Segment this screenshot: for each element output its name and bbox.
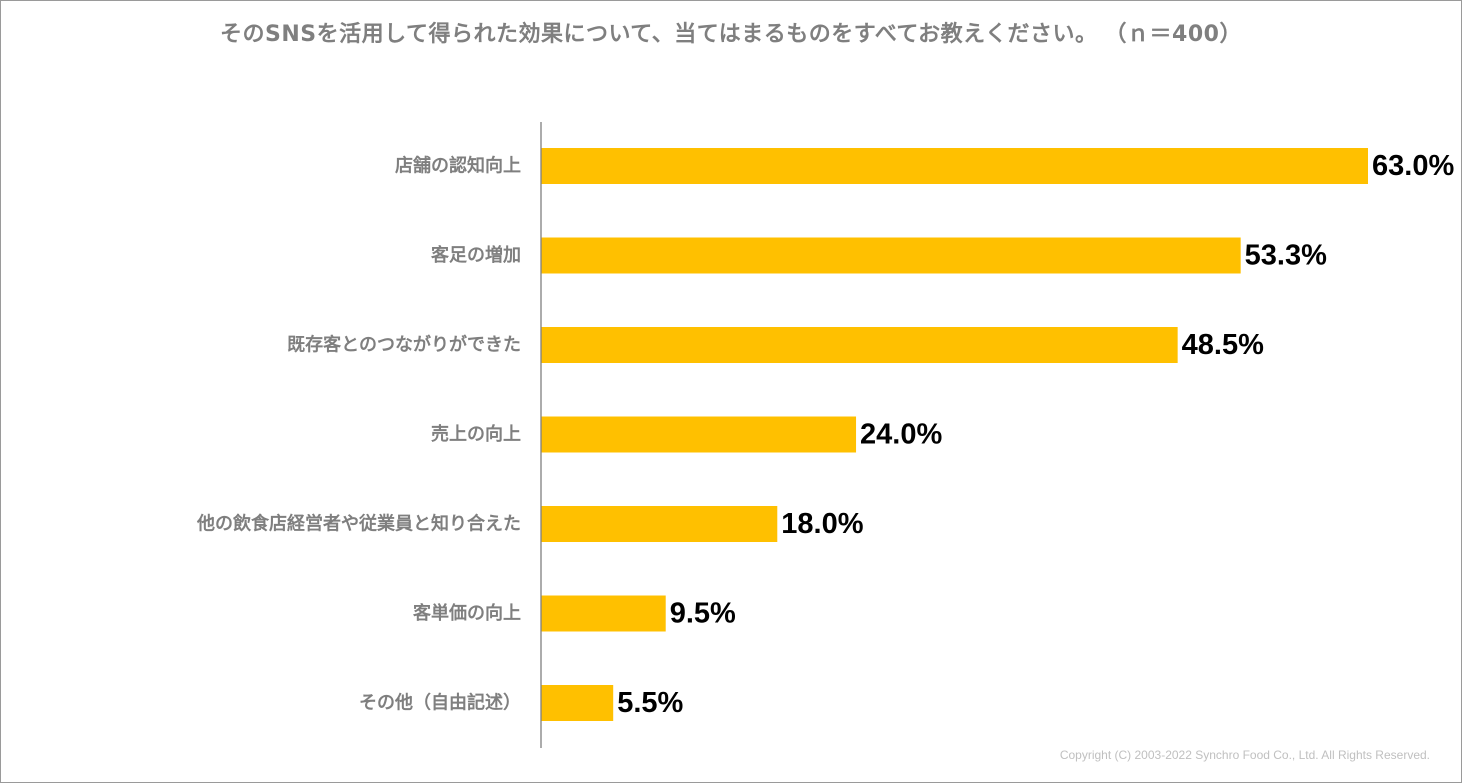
bar-7 (541, 685, 614, 721)
value-label-1: 63.0% (1372, 150, 1454, 182)
bar-3 (541, 327, 1178, 363)
value-label-2: 53.3% (1245, 240, 1327, 272)
bar-2 (541, 237, 1241, 274)
value-label-3: 48.5% (1182, 329, 1264, 361)
value-label-4: 24.0% (860, 419, 942, 451)
category-label-1: 店舗の認知向上 (395, 155, 521, 177)
category-label-4: 売上の向上 (431, 423, 521, 445)
chart-title-text: そのSNSを活用して得られた効果について、当てはまるものをすべてお教えください。 (220, 22, 1098, 47)
category-label-6: 客単価の向上 (413, 602, 521, 624)
chart-title: そのSNSを活用して得られた効果について、当てはまるものをすべてお教えください。… (0, 16, 1462, 48)
category-label-5: 他の飲食店経営者や従業員と知り合えた (196, 513, 521, 535)
copyright-notice: Copyright (C) 2003-2022 Synchro Food Co.… (1059, 748, 1430, 762)
bar-4 (541, 416, 857, 453)
value-label-6: 9.5% (670, 598, 736, 630)
bar-6 (541, 595, 666, 632)
value-label-7: 5.5% (617, 687, 683, 719)
bar-5 (541, 506, 778, 542)
category-label-3: 既存客とのつながりができた (287, 334, 521, 356)
value-labels: 63.0% 53.3% 48.5% 24.0% 18.0% 9.5% 5.5% (617, 150, 1454, 719)
bars-layer (541, 148, 1368, 721)
category-labels: 店舗の認知向上客足の増加既存客とのつながりができた売上の向上他の飲食店経営者や従… (196, 155, 521, 714)
category-label-2: 客足の増加 (431, 244, 521, 266)
value-label-5: 18.0% (781, 508, 863, 540)
sample-size-label: （ｎ＝400） (1115, 22, 1242, 47)
category-label-7: その他（自由記述） (359, 692, 521, 714)
bar-1 (541, 148, 1368, 184)
